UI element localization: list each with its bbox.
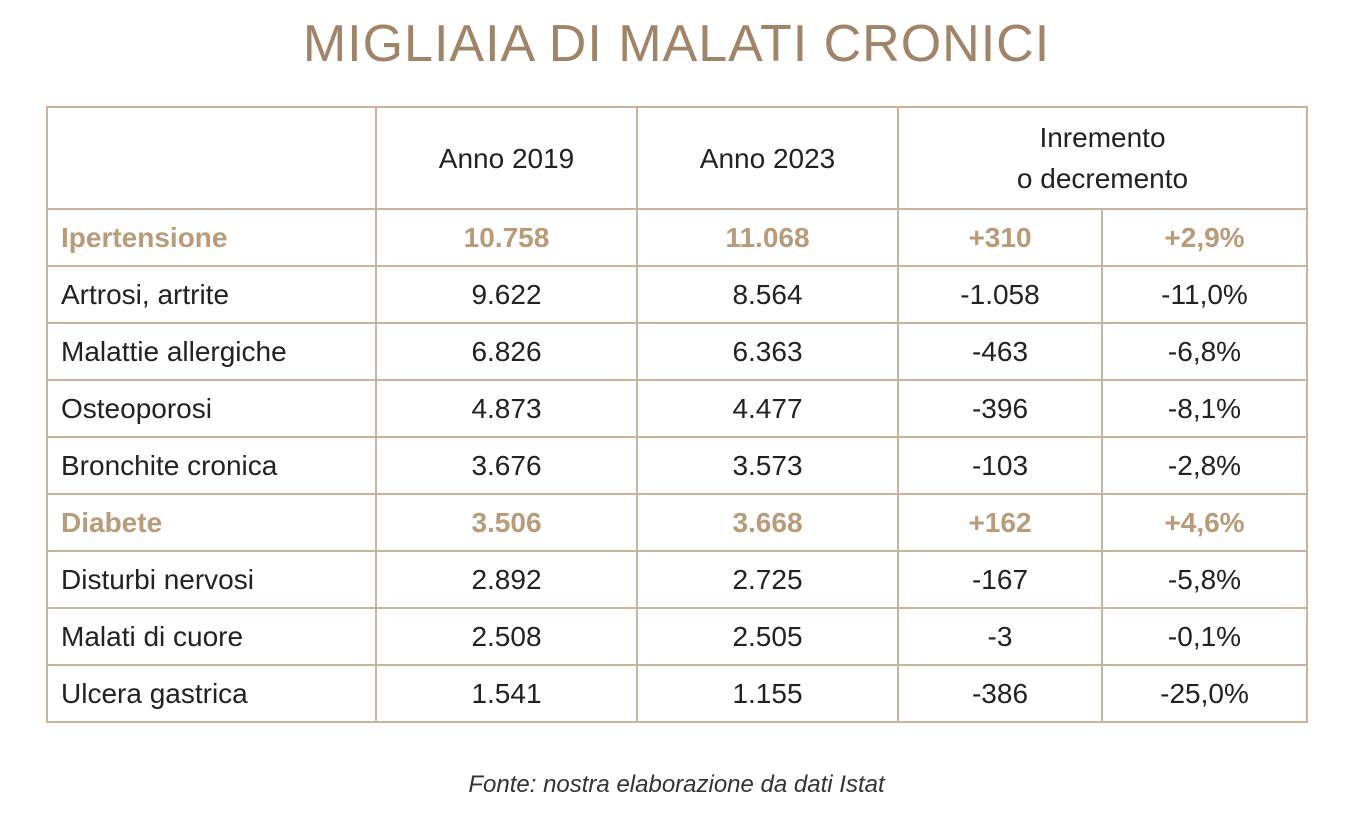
cell-2023: 2.505 [636,607,899,666]
row-label: Osteoporosi [46,379,377,438]
table-body: Ipertensione 10.758 11.068 +310 +2,9% Artrosi… [46,208,1308,723]
cell-change-pct: -6,8% [1101,322,1308,381]
header-change-line1: Inremento [1039,122,1166,153]
cell-change-abs: -167 [897,550,1103,609]
cell-change-pct: +2,9% [1101,208,1308,267]
cell-2019: 9.622 [375,265,638,324]
cell-2019: 3.506 [375,493,638,552]
row-label: Artrosi, artrite [46,265,377,324]
cell-change-pct: +4,6% [1101,493,1308,552]
cell-2019: 2.508 [375,607,638,666]
cell-change-pct: -25,0% [1101,664,1308,723]
cell-2023: 4.477 [636,379,899,438]
header-year-2023: Anno 2023 [636,106,899,210]
cell-change-abs: -3 [897,607,1103,666]
cell-change-pct: -0,1% [1101,607,1308,666]
table-row: Osteoporosi 4.873 4.477 -396 -8,1% [46,379,1308,438]
source-note: Fonte: nostra elaborazione da dati Istat [468,771,885,798]
cell-2019: 4.873 [375,379,638,438]
cell-2023: 1.155 [636,664,899,723]
row-label: Bronchite cronica [46,436,377,495]
row-label: Malattie allergiche [46,322,377,381]
cell-change-abs: +162 [897,493,1103,552]
cell-change-abs: +310 [897,208,1103,267]
cell-2023: 3.573 [636,436,899,495]
cell-change-abs: -463 [897,322,1103,381]
table-row: Malattie allergiche 6.826 6.363 -463 -6,8% [46,322,1308,381]
cell-change-pct: -11,0% [1101,265,1308,324]
cell-2019: 6.826 [375,322,638,381]
cell-2023: 6.363 [636,322,899,381]
row-label: Ulcera gastrica [46,664,377,723]
table-row: Diabete 3.506 3.668 +162 +4,6% [46,493,1308,552]
row-label: Diabete [46,493,377,552]
row-label: Malati di cuore [46,607,377,666]
cell-2019: 2.892 [375,550,638,609]
cell-change-abs: -386 [897,664,1103,723]
header-year-2019: Anno 2019 [375,106,638,210]
cell-2023: 8.564 [636,265,899,324]
header-change-line2: o decremento [1016,163,1189,194]
cell-2019: 10.758 [375,208,638,267]
table-row: Malati di cuore 2.508 2.505 -3 -0,1% [46,607,1308,666]
cell-change-pct: -5,8% [1101,550,1308,609]
table-row: Ulcera gastrica 1.541 1.155 -386 -25,0% [46,664,1308,723]
cell-2023: 11.068 [636,208,899,267]
cell-change-pct: -2,8% [1101,436,1308,495]
data-table: Anno 2019 Anno 2023 Inremento o decremen… [46,106,1308,723]
table-row: Artrosi, artrite 9.622 8.564 -1.058 -11,0% [46,265,1308,324]
chart-title: MIGLIAIA DI MALATI CRONICI [302,15,1051,73]
cell-change-abs: -1.058 [897,265,1103,324]
header-empty-cell [46,106,377,210]
row-label: Disturbi nervosi [46,550,377,609]
cell-2023: 2.725 [636,550,899,609]
cell-2023: 3.668 [636,493,899,552]
cell-2019: 3.676 [375,436,638,495]
cell-change-abs: -396 [897,379,1103,438]
table-header-row: Anno 2019 Anno 2023 Inremento o decremen… [46,106,1308,210]
cell-change-pct: -8,1% [1101,379,1308,438]
table-row: Bronchite cronica 3.676 3.573 -103 -2,8% [46,436,1308,495]
row-label: Ipertensione [46,208,377,267]
cell-change-abs: -103 [897,436,1103,495]
cell-2019: 1.541 [375,664,638,723]
header-change: Inremento o decremento [897,106,1308,210]
table-row: Disturbi nervosi 2.892 2.725 -167 -5,8% [46,550,1308,609]
table-row: Ipertensione 10.758 11.068 +310 +2,9% [46,208,1308,267]
